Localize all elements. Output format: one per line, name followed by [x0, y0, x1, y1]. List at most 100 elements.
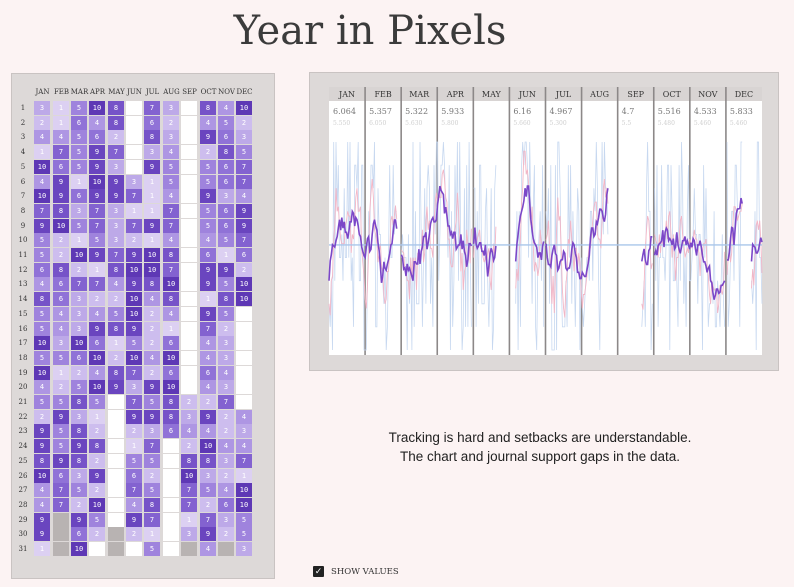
day-cell[interactable]: 2	[181, 395, 197, 409]
day-cell[interactable]: 10	[89, 101, 105, 115]
day-cell[interactable]: 5	[89, 395, 105, 409]
day-cell[interactable]: 10	[126, 262, 142, 277]
day-cell[interactable]: 9	[200, 306, 216, 321]
day-cell[interactable]: 7	[163, 262, 179, 277]
day-cell[interactable]	[89, 542, 105, 556]
day-cell[interactable]: 3	[236, 130, 252, 145]
day-cell[interactable]: 5	[34, 248, 50, 262]
day-cell[interactable]	[163, 439, 179, 454]
day-cell[interactable]: 3	[144, 145, 160, 160]
day-cell[interactable]: 10	[89, 497, 105, 512]
day-cell[interactable]: 8	[163, 248, 179, 262]
day-cell[interactable]: 9	[53, 189, 69, 204]
day-cell[interactable]: 9	[89, 145, 105, 160]
day-cell[interactable]: 9	[200, 527, 216, 542]
day-cell[interactable]: 2	[200, 497, 216, 512]
checkbox-checked-icon[interactable]: ✓	[313, 566, 324, 577]
day-cell[interactable]: 2	[89, 453, 105, 468]
day-cell[interactable]: 3	[200, 468, 216, 483]
day-cell[interactable]: 9	[108, 380, 124, 395]
day-cell[interactable]: 6	[71, 189, 87, 204]
day-cell[interactable]: 5	[144, 453, 160, 468]
day-cell[interactable]: 3	[218, 189, 234, 204]
day-cell[interactable]: 2	[200, 395, 216, 409]
day-cell[interactable]: 6	[71, 527, 87, 542]
day-cell[interactable]: 10	[236, 497, 252, 512]
day-cell[interactable]	[163, 483, 179, 498]
day-cell[interactable]: 6	[163, 365, 179, 380]
day-cell[interactable]: 4	[218, 365, 234, 380]
day-cell[interactable]: 3	[218, 512, 234, 527]
day-cell[interactable]: 4	[200, 380, 216, 395]
day-cell[interactable]: 3	[71, 468, 87, 483]
day-cell[interactable]	[53, 527, 69, 542]
day-cell[interactable]: 5	[53, 395, 69, 409]
day-cell[interactable]: 10	[126, 350, 142, 365]
day-cell[interactable]: 10	[71, 248, 87, 262]
day-cell[interactable]: 2	[181, 439, 197, 454]
day-cell[interactable]: 4	[163, 145, 179, 160]
day-cell[interactable]: 1	[53, 101, 69, 115]
day-cell[interactable]: 10	[34, 468, 50, 483]
day-cell[interactable]: 10	[89, 380, 105, 395]
day-cell[interactable]: 5	[126, 336, 142, 351]
day-cell[interactable]: 3	[236, 424, 252, 439]
day-cell[interactable]	[236, 350, 252, 365]
day-cell[interactable]: 3	[108, 233, 124, 248]
day-cell[interactable]: 6	[53, 468, 69, 483]
day-cell[interactable]: 5	[236, 527, 252, 542]
day-cell[interactable]: 8	[108, 101, 124, 115]
day-cell[interactable]: 1	[71, 233, 87, 248]
day-cell[interactable]: 9	[34, 439, 50, 454]
day-cell[interactable]: 8	[163, 395, 179, 409]
day-cell[interactable]: 2	[218, 321, 234, 336]
day-cell[interactable]: 10	[163, 277, 179, 292]
day-cell[interactable]: 4	[200, 424, 216, 439]
day-cell[interactable]: 1	[144, 233, 160, 248]
day-cell[interactable]	[163, 497, 179, 512]
day-cell[interactable]: 4	[236, 409, 252, 424]
day-cell[interactable]: 1	[34, 542, 50, 556]
day-cell[interactable]: 6	[218, 203, 234, 218]
day-cell[interactable]: 7	[236, 159, 252, 174]
day-cell[interactable]: 8	[71, 395, 87, 409]
day-cell[interactable]: 9	[144, 159, 160, 174]
day-cell[interactable]: 5	[71, 218, 87, 233]
day-cell[interactable]: 4	[34, 483, 50, 498]
day-cell[interactable]: 10	[126, 306, 142, 321]
day-cell[interactable]: 2	[34, 115, 50, 130]
day-cell[interactable]: 1	[108, 336, 124, 351]
day-cell[interactable]	[108, 453, 124, 468]
day-cell[interactable]: 4	[34, 277, 50, 292]
day-cell[interactable]	[163, 527, 179, 542]
day-cell[interactable]: 1	[163, 321, 179, 336]
day-cell[interactable]	[126, 145, 142, 160]
day-cell[interactable]: 7	[53, 145, 69, 160]
day-cell[interactable]: 4	[144, 350, 160, 365]
day-cell[interactable]: 5	[34, 306, 50, 321]
day-cell[interactable]: 6	[163, 336, 179, 351]
day-cell[interactable]: 9	[126, 248, 142, 262]
day-cell[interactable]: 10	[34, 159, 50, 174]
day-cell[interactable]: 4	[200, 233, 216, 248]
day-cell[interactable]: 8	[71, 453, 87, 468]
day-cell[interactable]: 8	[108, 321, 124, 336]
day-cell[interactable]: 6	[200, 248, 216, 262]
day-cell[interactable]: 1	[144, 174, 160, 189]
show-values-toggle[interactable]: ✓ SHOW VALUES	[313, 566, 399, 577]
day-cell[interactable]: 9	[200, 189, 216, 204]
day-cell[interactable]	[53, 542, 69, 556]
day-cell[interactable]: 4	[89, 365, 105, 380]
day-cell[interactable]: 9	[200, 130, 216, 145]
day-cell[interactable]: 9	[126, 409, 142, 424]
day-cell[interactable]: 9	[126, 321, 142, 336]
day-cell[interactable]: 9	[236, 218, 252, 233]
day-cell[interactable]: 8	[108, 365, 124, 380]
day-cell[interactable]	[126, 101, 142, 115]
day-cell[interactable]: 7	[144, 512, 160, 527]
day-cell[interactable]: 9	[218, 262, 234, 277]
day-cell[interactable]: 6	[144, 115, 160, 130]
day-cell[interactable]	[181, 350, 197, 365]
day-cell[interactable]: 7	[181, 497, 197, 512]
day-cell[interactable]: 5	[71, 130, 87, 145]
